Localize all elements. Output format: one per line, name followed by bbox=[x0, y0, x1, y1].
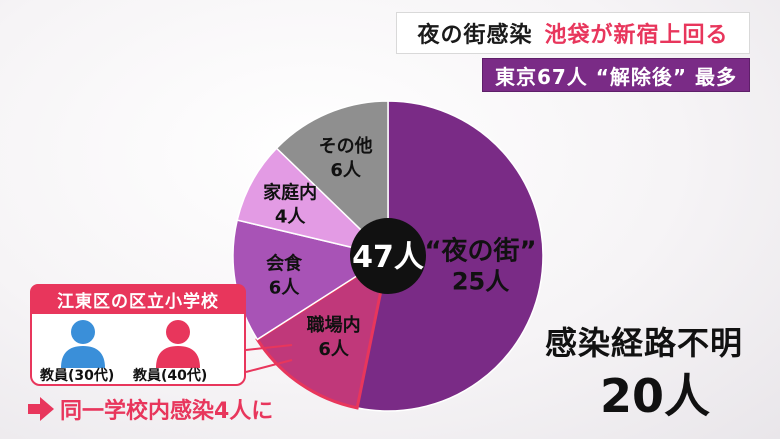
pie-slice-count: 6人 bbox=[318, 339, 350, 360]
pie-slice bbox=[356, 100, 544, 412]
conclusion-text: 同一学校内感染4人に bbox=[60, 399, 274, 424]
teacher-40s-person-icon bbox=[156, 320, 200, 368]
pie-slice-label: “夜の街” bbox=[424, 235, 536, 266]
pie-center-circle bbox=[350, 218, 426, 294]
koto-school-title: 江東区の区立小学校 bbox=[30, 284, 246, 314]
subheadline-banner: 東京67人 “解除後” 最多 bbox=[482, 58, 750, 92]
pie-center-total: 47人 bbox=[352, 240, 424, 275]
right-arrow-icon bbox=[28, 397, 54, 421]
pie-slice-label: 職場内 bbox=[307, 314, 361, 336]
headline-part1: 夜の街感染 bbox=[417, 23, 533, 48]
pie-slice bbox=[255, 252, 391, 410]
pie-slice-count: 4人 bbox=[275, 206, 307, 227]
teacher-30s-person-icon bbox=[61, 320, 105, 368]
pie-slice-label: 会食 bbox=[266, 253, 303, 275]
connector-line-lower bbox=[245, 359, 293, 373]
unknown-route-count: 20人 bbox=[600, 369, 711, 423]
pie-slice-count: 6人 bbox=[269, 278, 301, 299]
unknown-route-title: 感染経路不明 bbox=[545, 324, 744, 362]
headline-banner: 夜の街感染 池袋が新宿上回る bbox=[396, 12, 750, 54]
pie-slice-label: 家庭内 bbox=[263, 181, 317, 203]
pie-slice bbox=[232, 219, 390, 341]
school-cluster-conclusion: 同一学校内感染4人に bbox=[28, 392, 274, 426]
teacher-30s-label: 教員(30代) bbox=[40, 368, 115, 384]
pie-slice bbox=[275, 100, 389, 258]
connector-line bbox=[245, 344, 293, 351]
pie-slices bbox=[232, 100, 544, 412]
pie-slice-count: 25人 bbox=[452, 267, 509, 295]
teacher-40s-label: 教員(40代) bbox=[133, 368, 208, 384]
pie-slice-count: 6人 bbox=[330, 160, 362, 181]
pie-slice-label: その他 bbox=[319, 135, 373, 157]
headline-part2: 池袋が新宿上回る bbox=[544, 23, 729, 48]
